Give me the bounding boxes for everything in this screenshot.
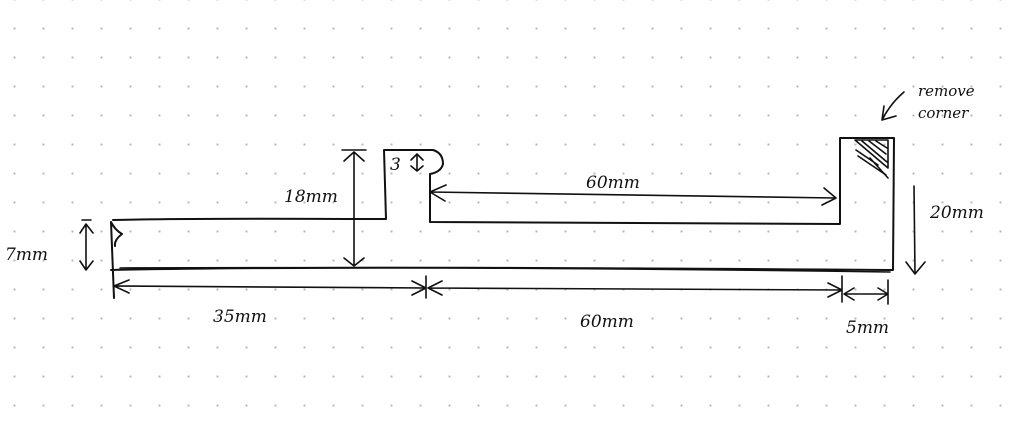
corner-arrow (881, 91, 905, 121)
label-35: 35mm (213, 307, 267, 327)
end-height-arrow (905, 185, 926, 275)
step-height-arrow (341, 149, 367, 267)
label-tab-height: 3 (390, 155, 401, 175)
label-thickness: 7mm (5, 245, 48, 265)
annotation-corner: corner (918, 104, 969, 122)
top-slot-dimension (429, 184, 837, 206)
label-5: 5mm (846, 318, 889, 338)
part-outline (110, 137, 895, 299)
dimension-60 (427, 275, 843, 303)
dimension-35 (113, 275, 427, 299)
label-60: 60mm (580, 312, 634, 332)
hatched-corner (854, 139, 889, 179)
thickness-arrow (79, 219, 94, 271)
tab-height-arrow (410, 153, 424, 172)
label-step-height: 18mm (284, 187, 338, 207)
label-end-height: 20mm (929, 203, 984, 223)
baseline-stroke (119, 266, 891, 273)
label-top-slot: 60mm (586, 173, 640, 193)
dimension-5 (843, 279, 889, 305)
annotation-remove: remove (918, 82, 975, 100)
